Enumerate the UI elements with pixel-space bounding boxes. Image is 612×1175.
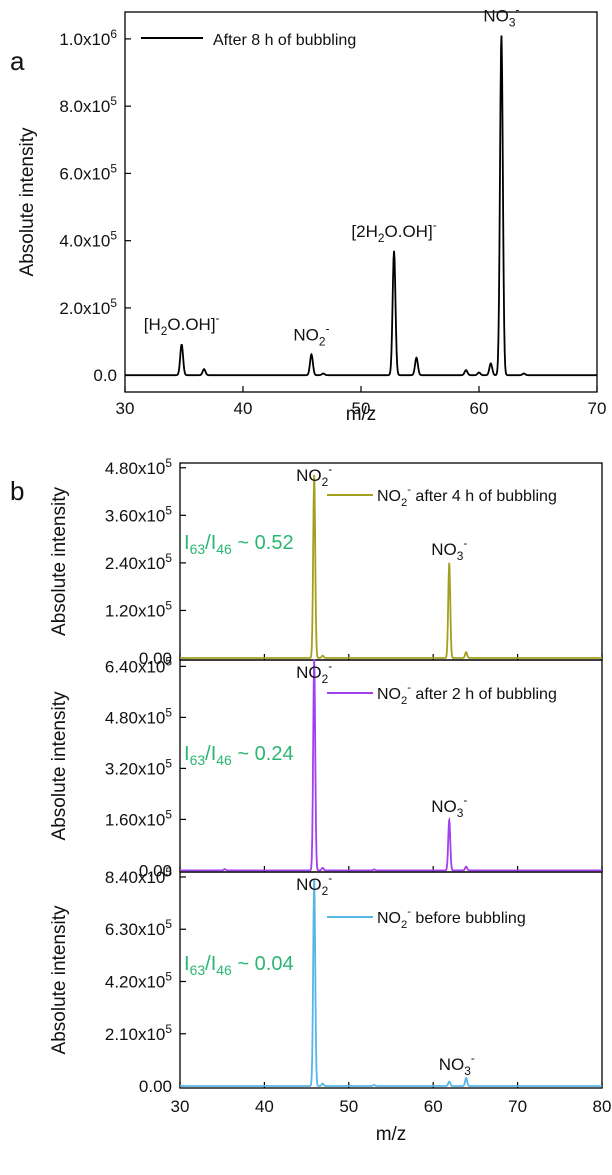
- x-axis-label-a: m/z: [346, 404, 377, 425]
- ratio-annotation-b1: I63/I46 ~ 0.52: [184, 532, 294, 557]
- y-tick-label: 1.0x106: [59, 27, 117, 49]
- peak-annotation-a-0: [H2O.OH]-: [144, 311, 220, 338]
- y-tick-label: 0.0: [93, 366, 117, 385]
- y-tick-label: 4.20x105: [105, 969, 173, 991]
- x-tick-label: 40: [255, 1097, 274, 1116]
- series-line-after-8h: [125, 35, 597, 377]
- x-tick-label: 80: [593, 1097, 612, 1116]
- peak-annotation-a-3: NO3-: [483, 3, 519, 30]
- y-tick-label: 6.0x105: [59, 161, 117, 183]
- x-tick-label: 50: [339, 1097, 358, 1116]
- legend-entry-b3: NO2- before bubbling: [377, 906, 526, 931]
- legend-entry-a: After 8 h of bubbling: [213, 32, 356, 49]
- x-axis-label-b: m/z: [376, 1124, 407, 1145]
- y-tick-label: 2.0x105: [59, 296, 117, 318]
- y-axis-label-b3: Absolute intensity: [49, 905, 70, 1054]
- ratio-annotation-b3: I63/I46 ~ 0.04: [184, 953, 294, 978]
- x-tick-label: 40: [234, 399, 253, 418]
- y-tick-label: 2.10x105: [105, 1022, 173, 1044]
- y-tick-label: 2.40x105: [105, 551, 173, 573]
- peak-annotation-b3-1: NO3-: [439, 1051, 475, 1078]
- y-tick-label: 0.00: [139, 861, 172, 880]
- panel-label-b: b: [10, 476, 24, 506]
- y-tick-label: 4.80x105: [105, 456, 173, 478]
- plot-frame-b3: [179, 871, 603, 1089]
- y-tick-label: 6.40x105: [105, 654, 173, 676]
- y-tick-label: 8.40x105: [105, 865, 173, 887]
- series-line-b2: [180, 659, 602, 872]
- y-tick-label: 4.80x105: [105, 705, 173, 727]
- x-tick-label: 30: [116, 399, 135, 418]
- peak-annotation-a-2: [2H2O.OH]-: [351, 218, 436, 245]
- y-tick-label: 8.0x105: [59, 94, 117, 116]
- y-tick-label: 1.20x105: [105, 598, 173, 620]
- plot-frame-a: [124, 11, 598, 393]
- peak-annotation-b1-0: NO2-: [296, 462, 332, 489]
- series-line-b3: [180, 879, 602, 1087]
- x-tick-label: 60: [424, 1097, 443, 1116]
- y-tick-label: 0.00: [139, 649, 172, 668]
- x-tick-label: 70: [588, 399, 607, 418]
- y-tick-label: 4.0x105: [59, 229, 117, 251]
- ratio-annotation-b2: I63/I46 ~ 0.24: [184, 743, 294, 768]
- y-tick-label: 0.00: [139, 1077, 172, 1096]
- panel-label-a: a: [10, 46, 25, 76]
- x-tick-label: 70: [508, 1097, 527, 1116]
- y-tick-label: 1.60x105: [105, 807, 173, 829]
- y-axis-label-b2: Absolute intensity: [49, 691, 70, 840]
- x-tick-label: 30: [171, 1097, 190, 1116]
- peak-annotation-b1-1: NO3-: [431, 536, 467, 563]
- legend-entry-b2: NO2- after 2 h of bubbling: [377, 682, 557, 707]
- y-axis-label-a: Absolute intensity: [17, 127, 38, 276]
- y-axis-label-b1: Absolute intensity: [49, 487, 70, 636]
- y-tick-label: 3.20x105: [105, 756, 173, 778]
- peak-annotation-b2-1: NO3-: [431, 793, 467, 820]
- y-tick-label: 6.30x105: [105, 917, 173, 939]
- peak-annotation-a-1: NO2-: [293, 321, 329, 348]
- peak-annotation-b2-0: NO2-: [296, 659, 332, 686]
- x-tick-label: 60: [470, 399, 489, 418]
- x-tick-label: 50: [352, 399, 371, 418]
- y-tick-label: 3.60x105: [105, 503, 173, 525]
- legend-entry-b1: NO2- after 4 h of bubbling: [377, 484, 557, 509]
- series-line-b1: [180, 474, 602, 659]
- peak-annotation-b3-0: NO2-: [296, 871, 332, 898]
